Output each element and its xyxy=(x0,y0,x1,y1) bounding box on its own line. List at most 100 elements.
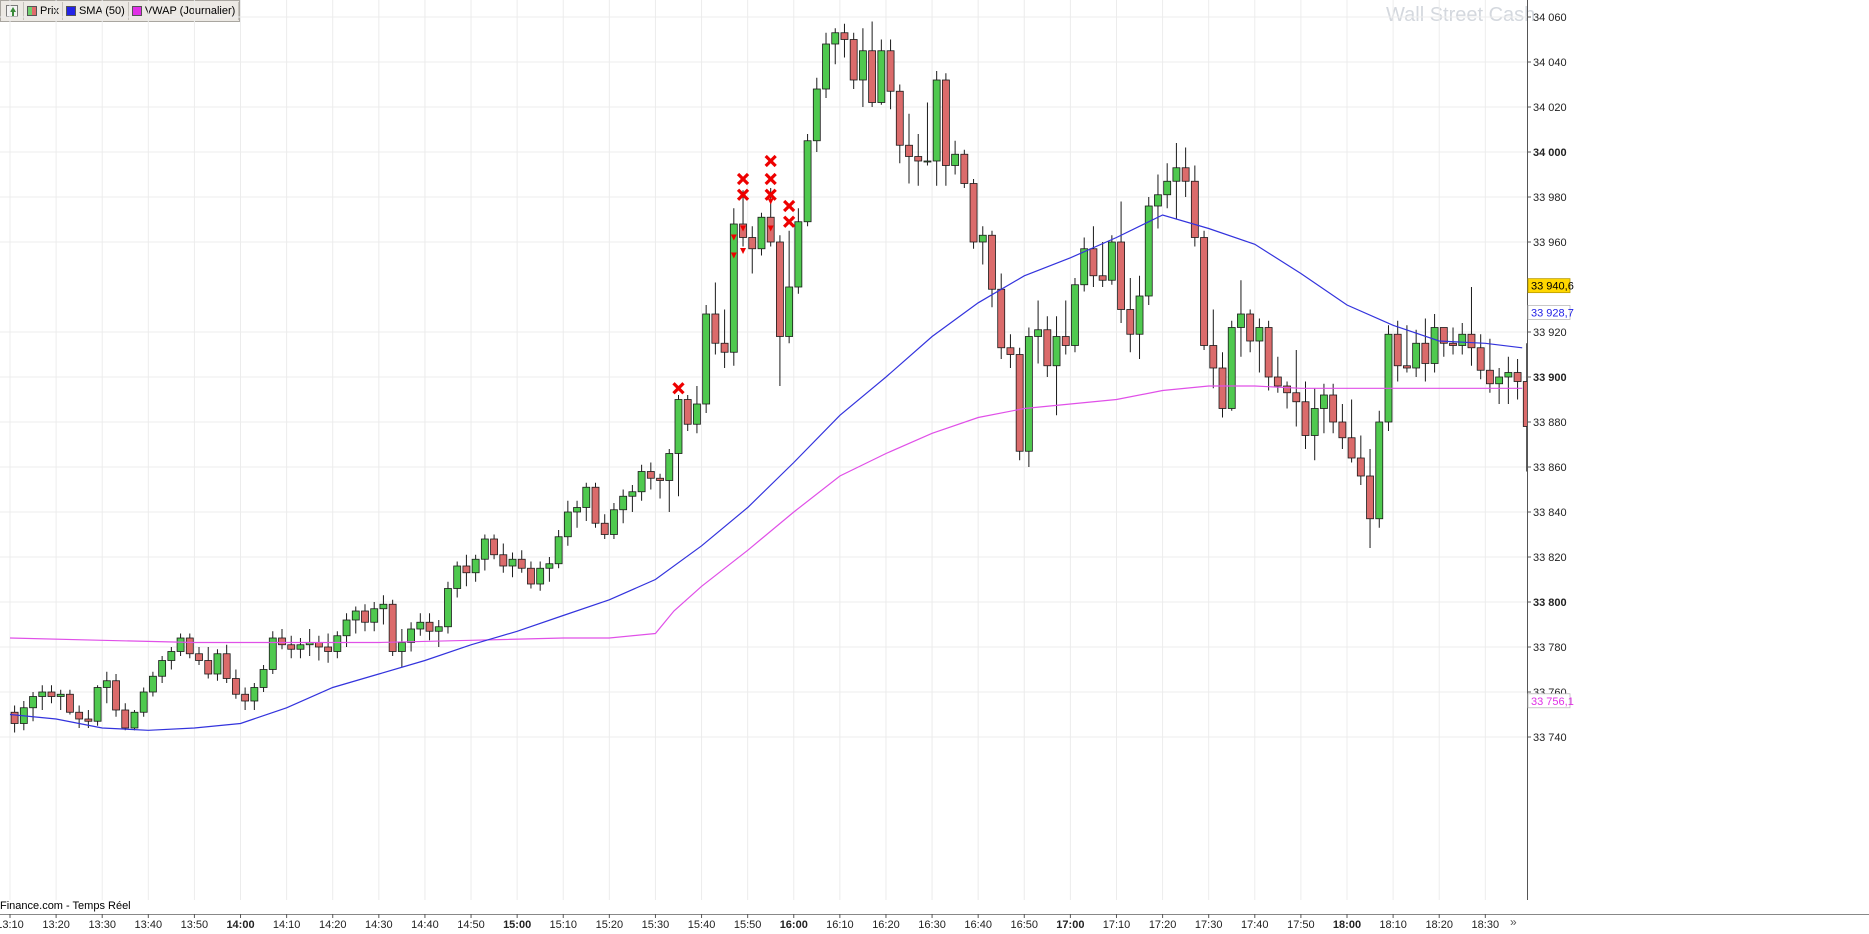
x-tick-label: 16:50 xyxy=(1011,919,1039,931)
signal-arrow-icon xyxy=(767,225,774,232)
candle-body xyxy=(545,563,554,569)
x-tick-label: 17:10 xyxy=(1103,919,1131,931)
candle-body xyxy=(1366,475,1374,520)
candle-body xyxy=(1043,329,1052,367)
candle-up xyxy=(1163,163,1172,209)
candle-body xyxy=(342,619,351,637)
candle-up xyxy=(1024,327,1033,467)
signal-cross-stroke xyxy=(736,172,750,186)
signal-cross-stroke xyxy=(764,172,777,186)
y-tick-label: 33 860 xyxy=(1533,462,1567,474)
candle-body xyxy=(1154,194,1162,207)
x-tick-label: 14:20 xyxy=(319,919,347,931)
candle-body xyxy=(241,693,250,702)
candle-down xyxy=(1190,165,1199,247)
candle-up xyxy=(637,464,646,501)
y-tick-label: 34 020 xyxy=(1533,102,1567,114)
candle-down xyxy=(499,543,508,573)
candle-down xyxy=(462,554,471,587)
candle-up xyxy=(1107,235,1116,285)
candle-up xyxy=(1430,314,1439,373)
candle-up xyxy=(416,613,425,636)
candle-body xyxy=(1375,421,1384,520)
candle-body xyxy=(646,471,655,479)
candle-up xyxy=(130,710,139,731)
candle-up xyxy=(407,622,415,652)
candle-up xyxy=(1227,320,1236,411)
candle-up xyxy=(563,500,572,546)
candle-down xyxy=(324,633,333,663)
candle-body xyxy=(674,399,683,454)
candle-up xyxy=(536,561,545,591)
candle-body xyxy=(776,241,784,337)
candle-body xyxy=(1486,369,1494,385)
candle-down xyxy=(231,669,240,699)
x-tick-label: 14:40 xyxy=(411,919,439,931)
signal-cross-icon xyxy=(764,172,777,186)
grid-lines xyxy=(0,0,1527,900)
candle-up xyxy=(250,683,259,710)
candle-body xyxy=(213,653,222,675)
legend-toggle-icon[interactable] xyxy=(6,5,18,17)
scroll-right-button[interactable]: » xyxy=(1510,915,1517,929)
legend-item-prix[interactable]: Prix xyxy=(24,2,63,20)
candle-up xyxy=(139,687,148,717)
signal-arrow-icon xyxy=(767,198,774,205)
candle-down xyxy=(776,235,784,386)
candle-up xyxy=(1310,388,1319,461)
candle-down xyxy=(1264,320,1273,391)
candle-up xyxy=(674,395,683,497)
vwap-line xyxy=(9,385,1523,644)
candle-body xyxy=(803,140,812,223)
legend-toggle[interactable] xyxy=(1,2,24,20)
candle-body xyxy=(1310,408,1319,436)
x-tick-label: 16:10 xyxy=(826,919,854,931)
candle-body xyxy=(1384,333,1393,423)
candle-down xyxy=(886,39,895,110)
price-tag: 33 928,7 xyxy=(1527,305,1574,320)
legend-label-vwap: VWAP (Journalier) xyxy=(144,5,236,17)
x-tick-label: 15:30 xyxy=(642,919,670,931)
x-tick-label: 13:10 xyxy=(0,919,24,931)
price-tag-box xyxy=(1527,693,1571,709)
legend-item-vwap[interactable]: VWAP (Journalier) xyxy=(129,2,240,20)
x-tick-label: 15:20 xyxy=(596,919,624,931)
candle-body xyxy=(1107,241,1116,281)
candle-down xyxy=(490,534,498,560)
candle-down xyxy=(1393,320,1402,382)
signal-arrow-icon xyxy=(730,252,737,259)
candle-body xyxy=(250,687,259,702)
candle-down xyxy=(720,309,729,368)
candle-body xyxy=(453,565,462,589)
candle-down xyxy=(1181,147,1190,197)
candle-body xyxy=(130,711,139,729)
candle-down xyxy=(840,23,849,58)
candle-body xyxy=(1227,327,1236,409)
candle-down xyxy=(941,73,950,186)
candle-body xyxy=(29,696,37,709)
candle-up xyxy=(93,685,102,726)
candle-down xyxy=(75,705,84,728)
candle-body xyxy=(1015,354,1024,452)
candle-down xyxy=(1439,327,1448,357)
candle-body xyxy=(480,538,489,560)
candle-body xyxy=(951,153,960,166)
candle-down xyxy=(1421,318,1430,382)
candle-up xyxy=(351,606,360,634)
candle-body xyxy=(185,637,194,655)
candle-body xyxy=(1347,437,1356,459)
x-tick-label: 15:00 xyxy=(503,919,531,931)
candle-down xyxy=(960,149,969,188)
candle-body xyxy=(895,90,904,146)
candle-up xyxy=(757,212,766,256)
x-tick-label: 13:30 xyxy=(88,919,116,931)
legend-label-prix: Prix xyxy=(40,5,59,17)
x-tick-label: 16:00 xyxy=(780,919,808,931)
y-tick-label: 33 800 xyxy=(1533,597,1567,609)
sma-line xyxy=(9,214,1523,731)
candle-up xyxy=(1052,316,1061,416)
candle-up xyxy=(545,557,554,582)
candle-up xyxy=(785,230,794,344)
candle-down xyxy=(241,687,250,710)
